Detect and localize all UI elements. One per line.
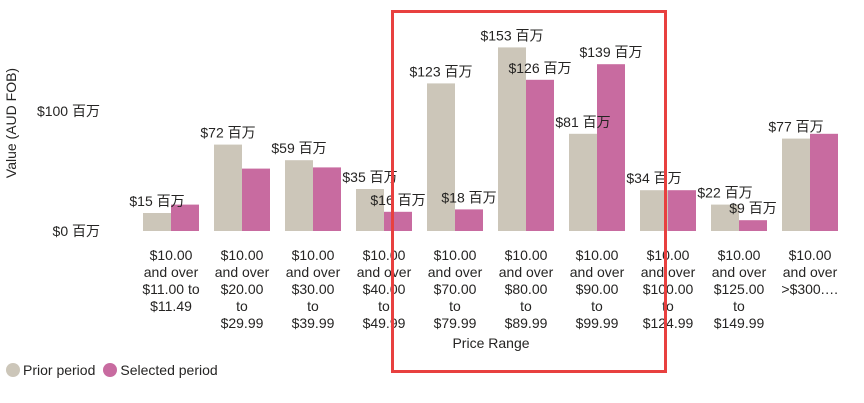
bar-selected[interactable] (668, 190, 696, 231)
data-label: $81 百万 (555, 114, 610, 130)
bar-prior[interactable] (143, 213, 171, 231)
x-tick-label: $10.00 and over $70.00 to $79.99 (428, 247, 483, 331)
x-tick-label: $10.00 and over $125.00 to $149.99 (712, 247, 767, 331)
bar-prior[interactable] (356, 189, 384, 231)
data-label: $123 百万 (409, 63, 472, 79)
x-tick-label: $10.00 and over $11.00 to $11.49 (142, 247, 200, 314)
y-axis-title: Value (AUD FOB) (3, 68, 19, 178)
legend-label-selected: Selected period (120, 362, 218, 378)
data-label: $22 百万 (697, 185, 752, 201)
x-tick-label: $10.00 and over $30.00 to $39.99 (286, 247, 341, 331)
y-tick-label: $0 百万 (53, 223, 100, 239)
data-label: $34 百万 (626, 170, 681, 186)
data-labels: $15 百万 $72 百万 $59 百万 $35 百万 $16 百万 $123 百万 $18… (129, 27, 823, 216)
data-label: $77 百万 (768, 119, 823, 135)
data-label: $15 百万 (129, 193, 184, 209)
bar-prior[interactable] (285, 160, 313, 231)
legend-item-selected[interactable]: Selected period (103, 362, 218, 378)
bar-prior[interactable] (427, 83, 455, 232)
data-label: $35 百万 (342, 169, 397, 185)
data-label: $18 百万 (441, 189, 496, 205)
bar-prior[interactable] (498, 47, 526, 232)
bar-prior[interactable] (782, 138, 810, 231)
data-label: $126 百万 (508, 60, 571, 76)
y-axis: $0 百万 $100 百万 (37, 103, 100, 239)
data-label: $153 百万 (480, 27, 543, 43)
data-label: $139 百万 (579, 44, 642, 60)
x-tick-label: $10.00 and over $40.00 to $49.99 (357, 247, 412, 331)
legend-swatch-selected (103, 363, 118, 377)
bar-prior[interactable] (640, 190, 668, 231)
bar-prior[interactable] (214, 144, 242, 231)
bar-selected[interactable] (384, 211, 412, 231)
bar-selected[interactable] (455, 209, 483, 231)
data-label: $9 百万 (729, 200, 776, 216)
data-label: $72 百万 (200, 125, 255, 141)
bar-selected[interactable] (242, 168, 270, 231)
bar-selected[interactable] (526, 79, 554, 231)
bars (143, 47, 838, 232)
bar-selected[interactable] (171, 204, 199, 231)
x-tick-label: $10.00 and over $100.00 to $124.99 (641, 247, 696, 331)
x-tick-label: $10.00 and over $80.00 to $89.99 (499, 247, 554, 331)
x-tick-label: $10.00 and over $20.00 to $29.99 (215, 247, 270, 331)
bar-selected[interactable] (739, 220, 767, 231)
bar-prior[interactable] (569, 133, 597, 231)
data-label: $16 百万 (370, 192, 425, 208)
bar-prior[interactable] (711, 204, 739, 231)
legend-item-prior[interactable]: Prior period (6, 362, 95, 378)
legend: Prior period Selected period (6, 362, 226, 378)
legend-swatch-prior (6, 363, 20, 377)
x-tick-label: $10.00 and over $90.00 to $99.99 (570, 247, 625, 331)
bar-selected[interactable] (597, 64, 625, 231)
bar-selected[interactable] (810, 133, 838, 231)
x-tick-label: $10.00 and over >$300.… (781, 247, 838, 297)
data-label: $59 百万 (271, 140, 326, 156)
y-tick-label: $100 百万 (37, 103, 100, 119)
x-axis-title: Price Range (452, 335, 529, 351)
bar-selected[interactable] (313, 167, 341, 231)
legend-label-prior: Prior period (23, 362, 96, 378)
x-axis-ticks: $10.00 and over $11.00 to $11.49 $10.00 and o… (142, 247, 838, 331)
